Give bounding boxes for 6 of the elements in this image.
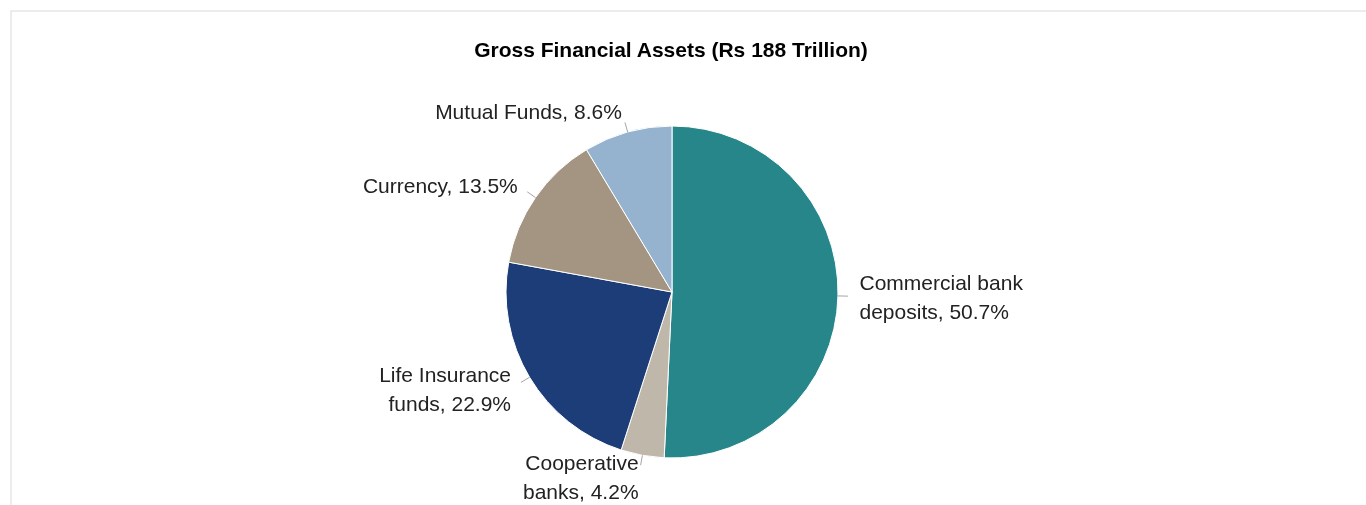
slice-label: Life Insurance funds, 22.9% (379, 362, 512, 415)
slice-label: Commercial bank deposits, 50.7% (859, 270, 1024, 323)
slice-label: Currency, 13.5% (362, 174, 518, 198)
slice-label: Mutual Funds, 8.6% (435, 100, 622, 124)
chart-title: Gross Financial Assets (Rs 188 Trillion) (474, 38, 868, 61)
slice-label: Cooperative banks, 4.2% (522, 451, 639, 504)
